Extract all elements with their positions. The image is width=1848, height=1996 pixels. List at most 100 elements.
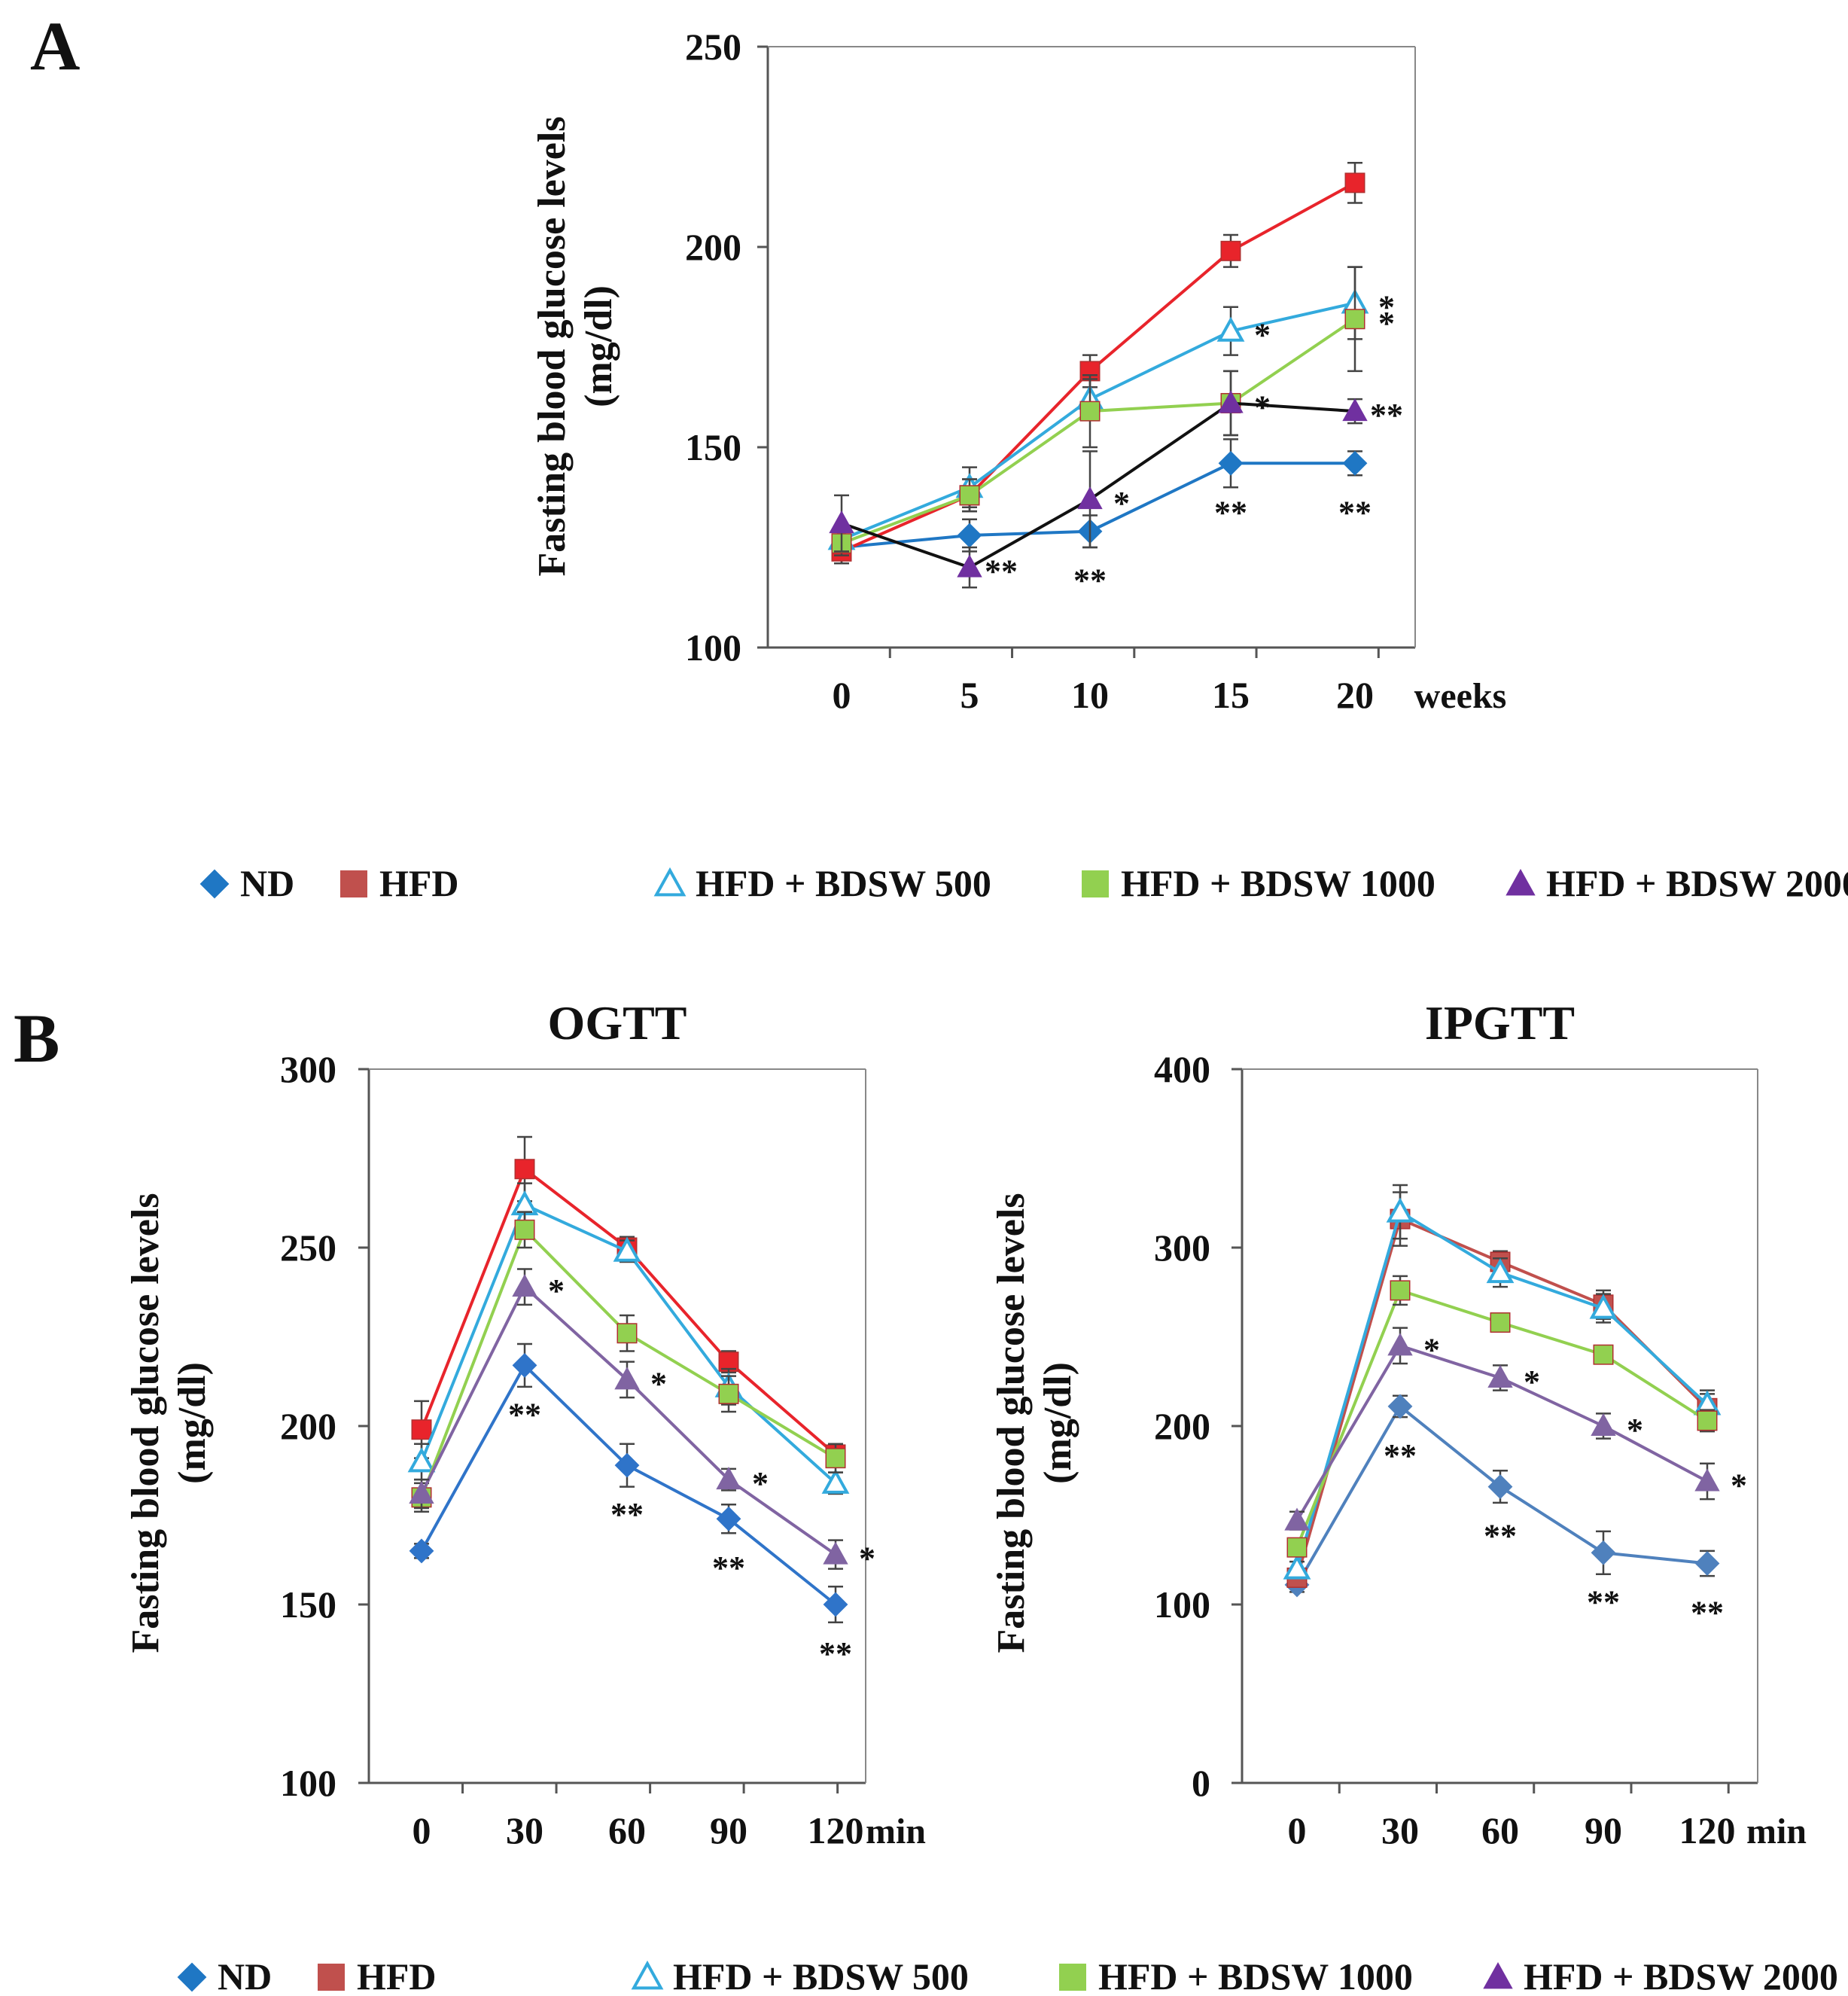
data-point — [823, 1541, 848, 1565]
x-tick-label: 0 — [1288, 1809, 1307, 1851]
y-tick-label: 250 — [280, 1227, 336, 1269]
x-tick-label: 60 — [1481, 1809, 1519, 1851]
series-line — [420, 1166, 837, 1456]
data-point — [1487, 1364, 1513, 1388]
legend-item: HFD — [340, 862, 459, 904]
chart-ogtt: 100 150 200 250 300 0 30 60 90 120 min Fasting bloo… — [124, 996, 926, 1851]
data-point — [1591, 1540, 1616, 1565]
data-point — [614, 1452, 640, 1478]
data-point — [512, 1353, 537, 1378]
data-point — [1694, 1468, 1720, 1492]
data-point — [1697, 1410, 1718, 1431]
significance-annotation: * — [1378, 288, 1395, 325]
y-tick-label: 150 — [280, 1583, 336, 1626]
significance-annotation: ** — [712, 1550, 745, 1586]
x-tick-label: 90 — [710, 1809, 747, 1851]
legend-label: HFD + BDSW 1000 — [1121, 862, 1435, 904]
triangle-icon — [1505, 868, 1536, 896]
significance-annotation: ** — [508, 1396, 541, 1433]
data-point — [1218, 390, 1244, 413]
significance-annotation: ** — [1587, 1583, 1620, 1620]
data-point — [1387, 1333, 1413, 1356]
data-point — [1286, 1537, 1308, 1558]
x-tick-label: 30 — [506, 1809, 543, 1851]
data-point — [409, 1481, 434, 1504]
x-tick-label: 120 — [808, 1809, 864, 1851]
data-point — [1220, 240, 1241, 261]
data-point — [959, 485, 980, 506]
significance-annotation: * — [1113, 485, 1130, 522]
y-axis-title-line: Fasting blood glucose levels — [990, 1193, 1033, 1653]
series-nd — [829, 438, 1368, 565]
data-point — [1386, 1197, 1414, 1223]
panel-a-letter: A — [30, 8, 80, 84]
legend-label: HFD + BDSW 500 — [696, 862, 991, 904]
data-point — [821, 1468, 850, 1494]
significance-annotation: ** — [1370, 397, 1403, 434]
significance-annotation: ** — [610, 1496, 644, 1533]
significance-annotation: * — [1423, 1331, 1440, 1368]
data-point — [716, 1467, 741, 1490]
open-triangle-icon — [653, 867, 687, 897]
legend-label: HFD — [357, 1955, 437, 1996]
data-point — [823, 1592, 848, 1617]
x-tick-label: 20 — [1336, 674, 1374, 716]
y-axis-title-line: (mg/dl) — [171, 1362, 214, 1484]
data-point — [613, 1236, 641, 1262]
y-axis-title-line: (mg/dl) — [577, 285, 620, 407]
legend-label: HFD + BDSW 2000 — [1524, 1955, 1838, 1996]
legend-top: ND HFD HFD + BDSW 500 HFD + BDSW 1000 HFD + … — [199, 862, 1848, 904]
square-icon — [1082, 870, 1109, 897]
significance-annotation: ** — [1384, 1437, 1417, 1474]
legend-label: ND — [218, 1955, 272, 1996]
series-hfd-bdsw-2000 — [829, 370, 1368, 589]
chart-ipgtt: 0 100 200 300 400 0 30 60 90 120 min Fasting blood … — [990, 996, 1807, 1851]
data-point — [1344, 309, 1365, 330]
x-tick-label: 0 — [833, 674, 851, 716]
legend-label: HFD + BDSW 2000 — [1546, 862, 1848, 904]
data-point — [512, 1274, 537, 1297]
data-point — [409, 1538, 434, 1564]
series-hfd-bdsw-500 — [407, 1182, 850, 1495]
x-axis-unit-label: min — [1746, 1812, 1807, 1851]
data-point — [1344, 172, 1365, 194]
x-axis-unit-label: min — [866, 1812, 926, 1851]
legend-label: HFD + BDSW 1000 — [1098, 1955, 1413, 1996]
data-point — [411, 1419, 432, 1440]
series-hfd-bdsw-2000 — [409, 1268, 848, 1570]
legend-bottom: ND HFD HFD + BDSW 500 HFD + BDSW 1000 HFD + … — [177, 1955, 1838, 1996]
x-tick-label: 90 — [1585, 1809, 1622, 1851]
y-tick-label: 100 — [280, 1762, 336, 1804]
legend-item: HFD + BDSW 1000 — [1082, 862, 1435, 904]
data-point — [1079, 401, 1101, 422]
x-tick-label: 10 — [1071, 674, 1109, 716]
data-point — [1342, 398, 1368, 422]
data-point — [1283, 1554, 1311, 1580]
y-tick-label: 400 — [1154, 1048, 1210, 1090]
series-line — [841, 318, 1356, 545]
significance-annotation: ** — [985, 553, 1018, 590]
legend-item: ND — [177, 1955, 272, 1996]
significance-annotation: * — [1254, 389, 1271, 425]
y-axis-title: Fasting blood glucose levels(mg/dl) — [124, 1193, 214, 1653]
data-point — [1486, 1258, 1515, 1284]
y-axis-title-line: Fasting blood glucose levels — [124, 1193, 167, 1653]
x-tick-label: 15 — [1212, 674, 1250, 716]
legend-item: ND — [199, 862, 294, 904]
data-point — [1216, 316, 1245, 342]
data-point — [614, 1367, 640, 1390]
significance-annotation: * — [1731, 1467, 1747, 1504]
significance-annotation: ** — [1073, 562, 1107, 599]
panel-b-letter: B — [14, 1000, 59, 1077]
data-point — [1591, 1412, 1616, 1436]
data-point — [1342, 450, 1368, 476]
data-point — [1593, 1344, 1614, 1365]
data-point — [957, 554, 982, 577]
data-point — [1077, 486, 1103, 510]
data-point — [718, 1383, 739, 1404]
y-axis-title: Fasting blood glucose levels(mg/dl) — [531, 116, 620, 576]
y-tick-label: 100 — [1154, 1583, 1210, 1626]
legend-item: HFD + BDSW 2000 — [1483, 1955, 1838, 1996]
significance-annotation: * — [1524, 1364, 1540, 1400]
